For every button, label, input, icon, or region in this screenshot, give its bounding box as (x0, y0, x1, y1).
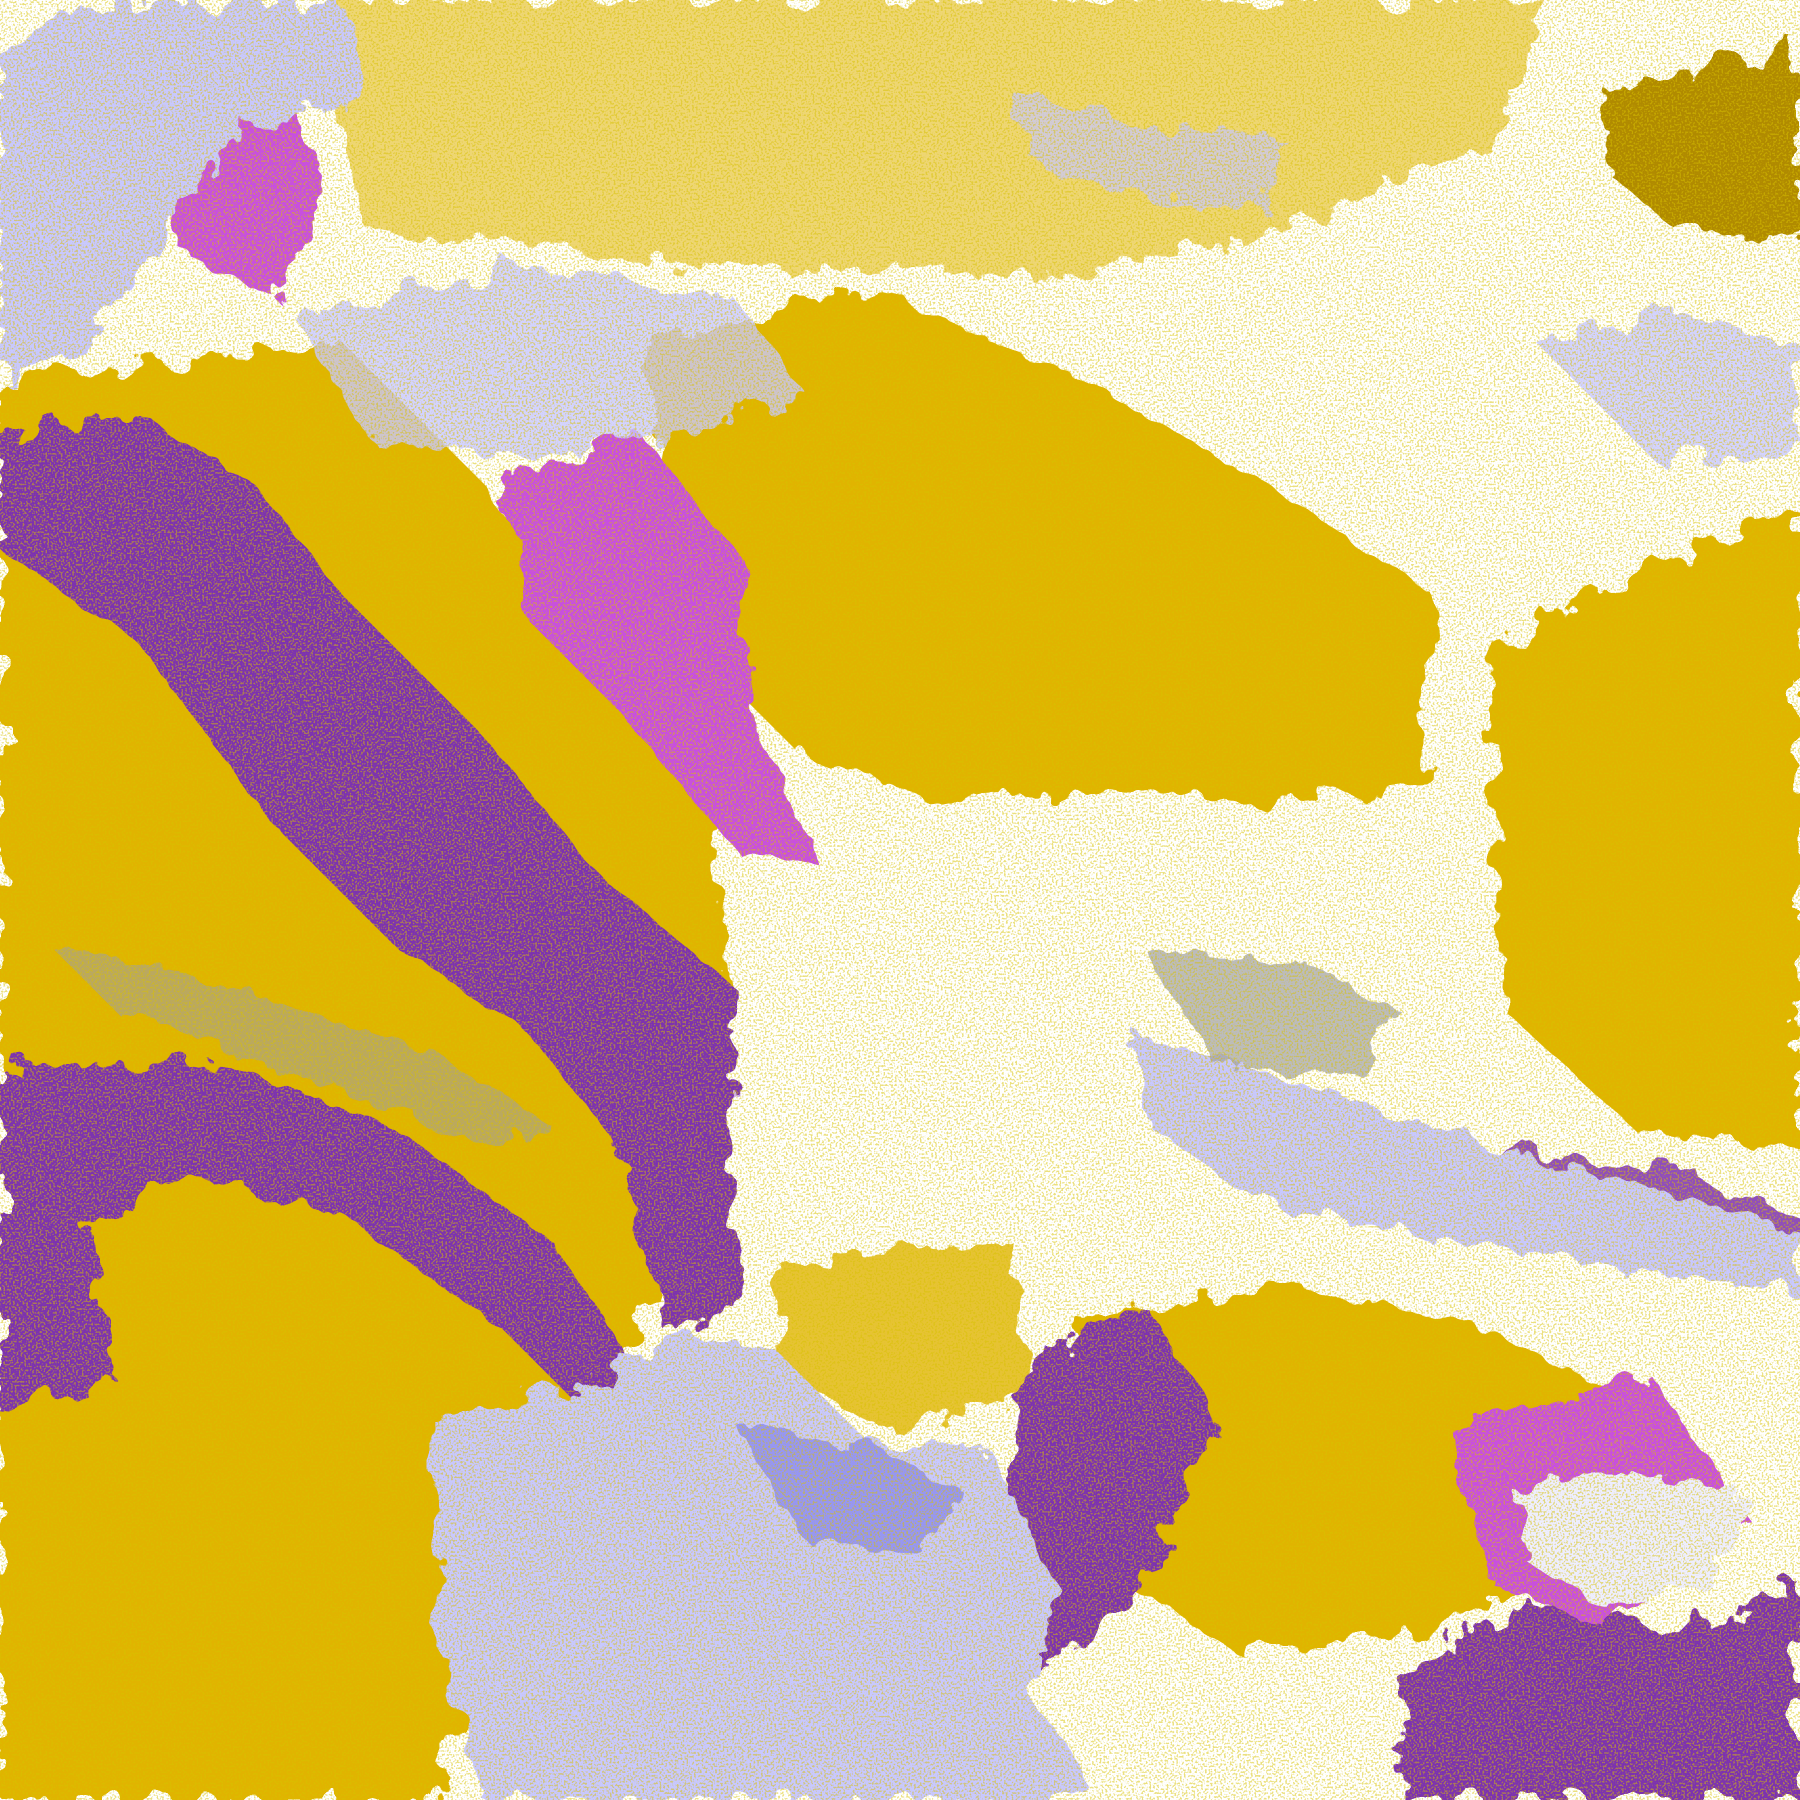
satellite-image (0, 0, 1800, 1800)
texture-speckle (0, 0, 1800, 1800)
